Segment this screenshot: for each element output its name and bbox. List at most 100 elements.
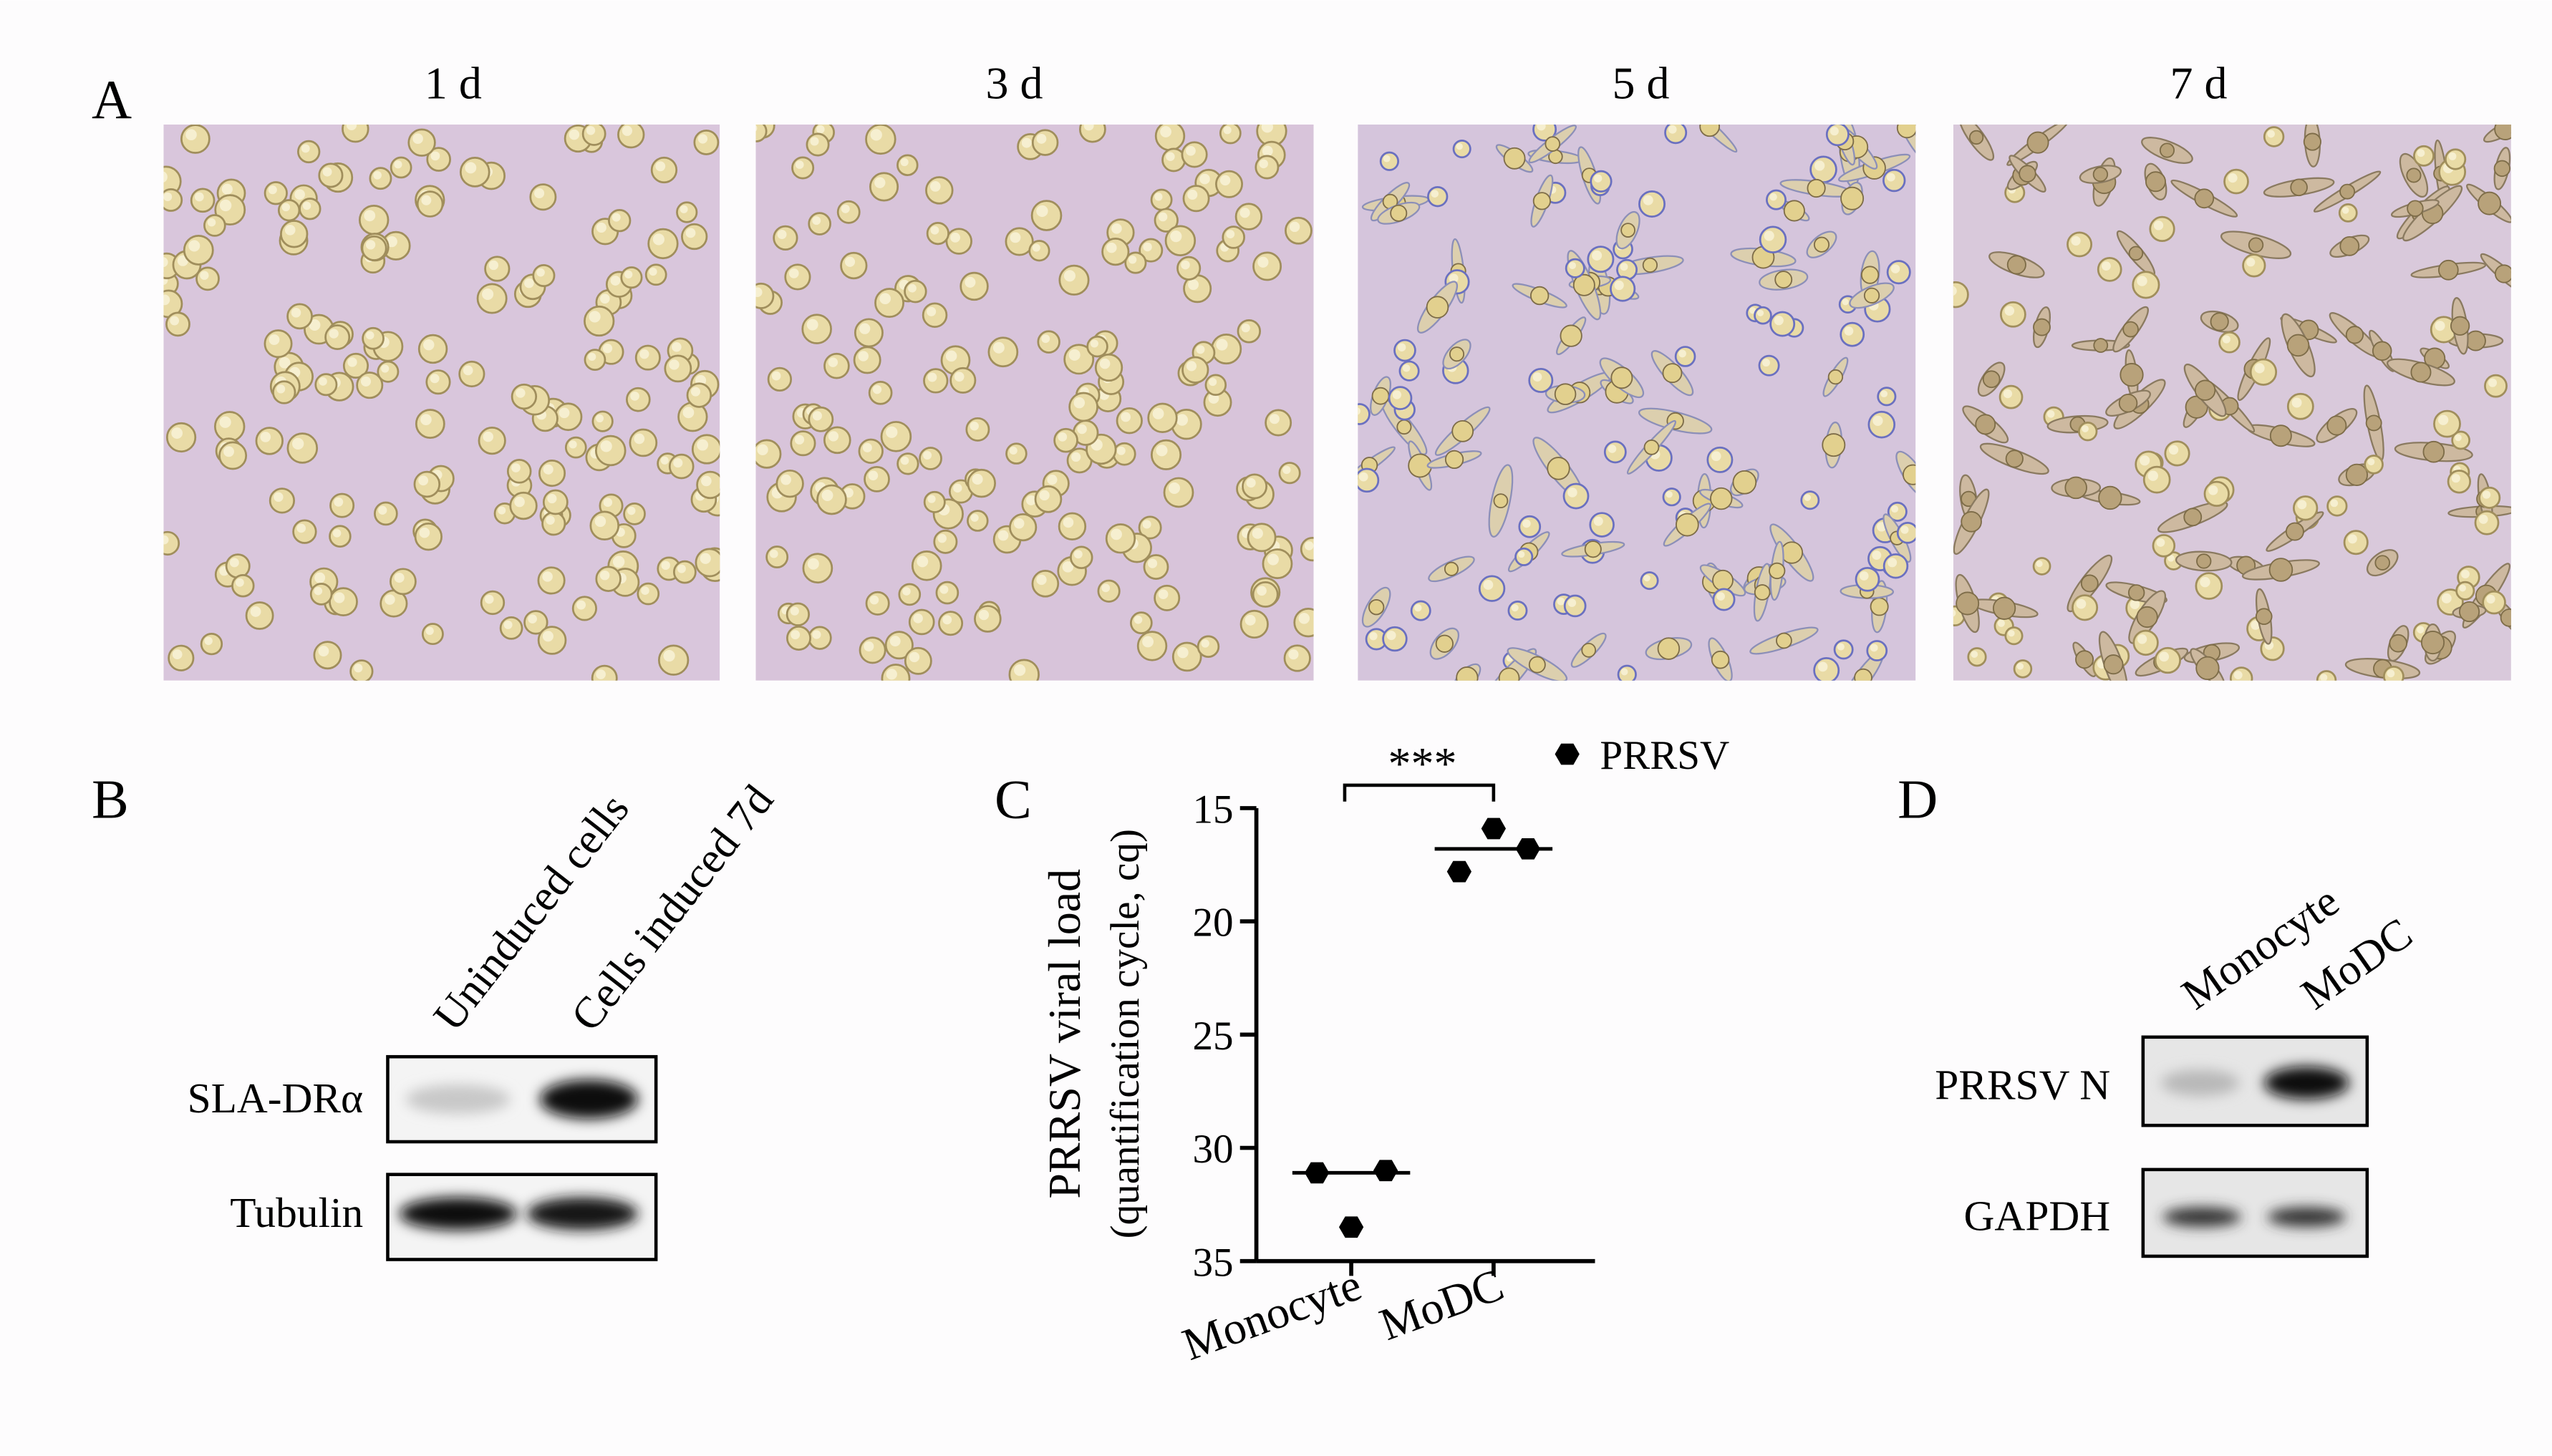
cell-body: [1572, 273, 1595, 296]
cell: [923, 490, 946, 513]
cell-body: [2033, 318, 2051, 336]
cell-body: [2500, 608, 2511, 627]
cell: [1953, 281, 1969, 309]
cell-body: [1992, 596, 2016, 620]
cell-highlight: [669, 359, 680, 370]
cell: [324, 324, 351, 351]
panel-letter: D: [1898, 769, 1938, 830]
cell-body: [2128, 246, 2144, 261]
cell-highlight: [610, 276, 621, 286]
cell: [865, 124, 896, 155]
cell-highlight: [1021, 137, 1032, 148]
cell-highlight: [188, 240, 200, 252]
cell-highlight: [2137, 276, 2147, 286]
cell-highlight: [2004, 306, 2015, 316]
cell: [681, 223, 708, 251]
cell: [864, 466, 890, 492]
cell-body: [2345, 326, 2364, 344]
cell-highlight: [284, 225, 296, 236]
cell-highlight: [2448, 152, 2457, 160]
cell: [415, 409, 445, 439]
cell: [584, 349, 606, 371]
cell-highlight: [862, 442, 872, 452]
cell: [1143, 554, 1169, 580]
cell: [1130, 611, 1153, 634]
cell: [264, 329, 293, 359]
cell-body: [2269, 424, 2292, 447]
cell-body: [2075, 650, 2094, 669]
cell-highlight: [755, 287, 763, 298]
cell-highlight: [309, 319, 321, 331]
cell: [908, 608, 935, 636]
cell-highlight: [790, 606, 799, 616]
cell-highlight: [2046, 410, 2055, 418]
cell-highlight: [163, 257, 168, 268]
cell-highlight: [1166, 152, 1175, 161]
cell: [272, 380, 296, 404]
cell-highlight: [219, 199, 232, 212]
cell-highlight: [603, 498, 613, 508]
cell-highlight: [1111, 528, 1122, 540]
cell: [960, 271, 989, 301]
cell: [458, 360, 485, 388]
cell-highlight: [274, 492, 284, 503]
cell: [1164, 225, 1197, 256]
cell-highlight: [1859, 571, 1869, 581]
cell: [869, 172, 899, 202]
cell-highlight: [365, 240, 376, 250]
cell-highlight: [859, 323, 871, 334]
cell-highlight: [569, 129, 580, 140]
cell-highlight: [1063, 517, 1074, 528]
cell: [2152, 534, 2176, 558]
cell-highlight: [229, 558, 239, 568]
cell: [1053, 427, 1078, 453]
cell-highlight: [2071, 236, 2081, 246]
cell-highlight: [1160, 126, 1171, 137]
cell: [1587, 246, 1615, 273]
cell: [529, 183, 557, 211]
cell: [313, 641, 342, 670]
cell: [329, 525, 352, 548]
cell: [292, 519, 317, 544]
cell-highlight: [1134, 616, 1143, 624]
cell-highlight: [221, 183, 233, 195]
cell-highlight: [927, 372, 937, 382]
cell: [538, 460, 566, 487]
cell-highlight: [1614, 280, 1624, 291]
cell-highlight: [1953, 286, 1957, 296]
cell-highlight: [163, 171, 168, 183]
cell-highlight: [872, 384, 882, 394]
cell: [1882, 553, 1909, 579]
cell-highlight: [2153, 220, 2164, 230]
cell: [183, 235, 214, 266]
cell: [836, 200, 861, 224]
cell-highlight: [942, 615, 952, 625]
cell-highlight: [2159, 651, 2170, 662]
cell: [2286, 392, 2314, 420]
cell-highlight: [279, 356, 291, 369]
cell: [775, 469, 804, 498]
cell: [2067, 231, 2093, 258]
cell-highlight: [1168, 482, 1181, 494]
cell: [765, 545, 789, 569]
cell-body: [2026, 131, 2049, 154]
cell-highlight: [588, 352, 596, 361]
cell: [1034, 485, 1063, 513]
cell-highlight: [1063, 270, 1076, 282]
cell: [389, 568, 417, 596]
cell: [1877, 387, 1897, 407]
cell-body: [2092, 166, 2109, 183]
y-axis-label: (quantification cycle, cq): [1103, 829, 1148, 1238]
cell-highlight: [1241, 324, 1250, 333]
cell-highlight: [503, 620, 513, 629]
cell-highlight: [937, 533, 947, 543]
cell: [2004, 626, 2024, 646]
cell: [686, 382, 712, 408]
cell: [1565, 258, 1585, 278]
cell: [668, 453, 695, 480]
cell: [2013, 659, 2033, 679]
cell: [664, 354, 692, 383]
y-tick-label: 15: [1192, 787, 1233, 833]
cell-highlight: [1106, 242, 1117, 253]
cell: [922, 302, 948, 328]
